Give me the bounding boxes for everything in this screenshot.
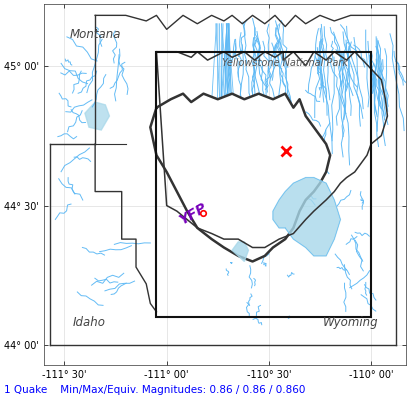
Bar	[156, 52, 370, 318]
Polygon shape	[272, 178, 339, 256]
Text: 1 Quake    Min/Max/Equiv. Magnitudes: 0.86 / 0.86 / 0.860: 1 Quake Min/Max/Equiv. Magnitudes: 0.86 …	[4, 385, 305, 395]
Polygon shape	[85, 102, 109, 130]
Text: Montana: Montana	[69, 28, 121, 41]
Text: Yellowstone National Park: Yellowstone National Park	[222, 58, 347, 68]
Polygon shape	[231, 242, 248, 262]
Text: Idaho: Idaho	[72, 316, 105, 329]
Text: Wyoming: Wyoming	[322, 316, 378, 329]
Text: YFP: YFP	[177, 200, 209, 228]
Polygon shape	[150, 94, 329, 262]
